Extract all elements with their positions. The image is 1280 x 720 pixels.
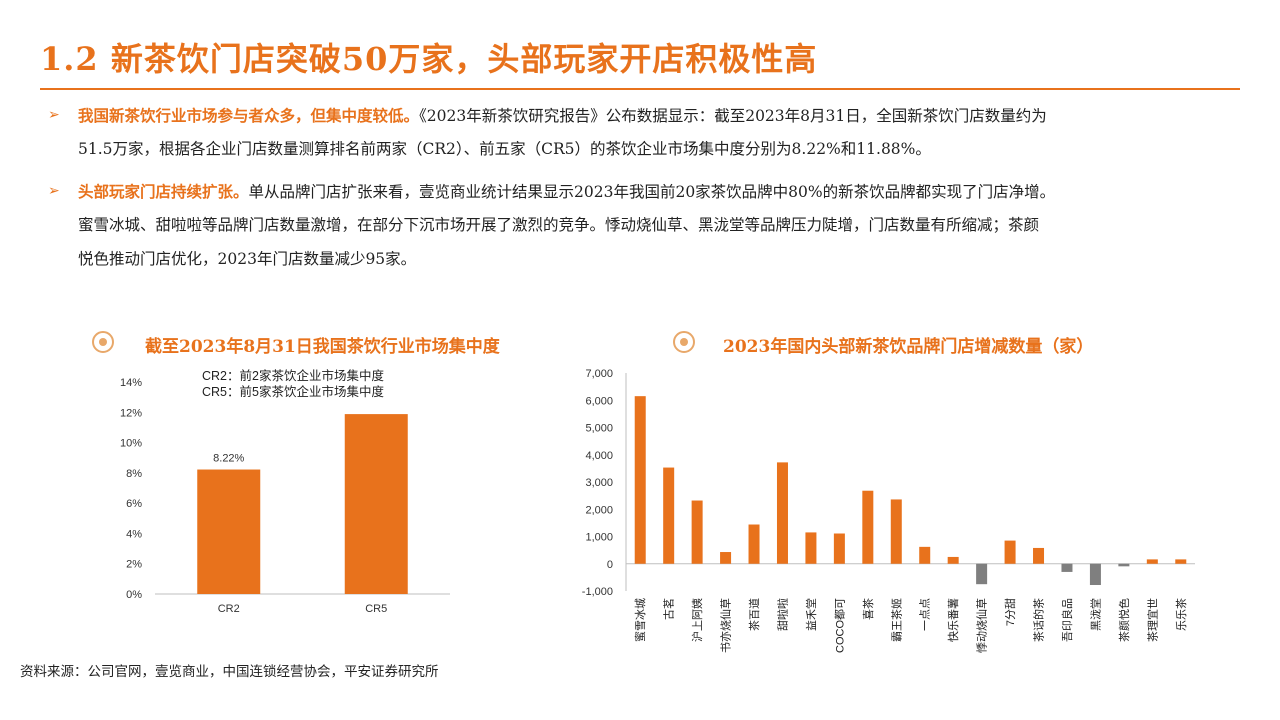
y-tick-label: 14% — [120, 377, 142, 389]
x-tick-label: 快乐番薯 — [947, 598, 960, 642]
bar-悸动烧仙草 — [976, 563, 988, 585]
bar-黑泷堂 — [1089, 563, 1101, 586]
bar-霸王茶姬 — [890, 499, 902, 564]
legend-text: CR2：前2家茶饮企业市场集中度 — [202, 368, 384, 383]
bar-7分甜 — [1004, 540, 1016, 564]
bar-茶百道 — [748, 524, 760, 564]
x-tick-label: 7分甜 — [1004, 598, 1017, 626]
x-tick-label: 沪上阿姨 — [690, 598, 704, 642]
bar-CR5 — [344, 414, 408, 594]
y-tick-label: 2,000 — [585, 504, 613, 516]
x-tick-label: 茶颜悦色 — [1117, 598, 1131, 642]
bullet-2-line3: 悦色推动门店优化，2023年门店数量减少95家。 — [78, 250, 417, 268]
data-label: 8.22% — [213, 453, 244, 465]
bullet-1-text-1: 《2023年新茶饮研究报告》公布数据显示：截至2023年8月31日，全国新茶饮门… — [419, 107, 1047, 125]
x-tick-label: CR5 — [365, 603, 387, 615]
bar-一点点 — [919, 546, 931, 564]
bar-茶话的茶 — [1033, 547, 1045, 564]
y-tick-label: 4% — [126, 528, 142, 540]
x-tick-label: 喜茶 — [862, 598, 875, 620]
x-tick-label: 霸王茶姬 — [890, 598, 903, 642]
y-tick-label: 5,000 — [585, 423, 613, 435]
source-note: 资料来源：公司官网，壹览商业，中国连锁经营协会，平安证券研究所 — [20, 664, 439, 680]
concentration-chart: 0% 2% 4% 6% 8% 10% 12% 14% CR2 8.22% CR5 CR2：前2家茶饮企… — [120, 368, 450, 615]
bullet-2-bold: 头部玩家门店持续扩张。 — [78, 182, 249, 201]
bar-快乐番薯 — [947, 556, 959, 564]
y-tick-label: 6,000 — [585, 395, 613, 407]
bullet-2-line2: 蜜雪冰城、甜啦啦等品牌门店数量激增，在部分下沉市场开展了激烈的竞争。悸动烧仙草、… — [78, 216, 1040, 234]
y-tick-label: 10% — [120, 438, 142, 450]
y-tick-label: 0 — [607, 559, 613, 571]
bullet-1-line1: 我国新茶饮行业市场参与者众多，但集中度较低。《2023年新茶饮研究报告》公布数据… — [78, 100, 1242, 132]
arrow-bullet-icon: ➢ — [48, 107, 60, 123]
x-tick-label: 茶理宜世 — [1145, 598, 1159, 642]
bullet-2-text-1: 单从品牌门店扩张来看，壹览商业统计结果显示2023年我国前20家茶饮品牌中80%… — [248, 183, 1056, 201]
bar-甜啦啦 — [776, 462, 788, 564]
bar-乐乐茶 — [1175, 559, 1187, 564]
chart1-title: 截至2023年8月31日我国茶饮行业市场集中度 — [145, 337, 500, 357]
target-circle-icon — [92, 331, 114, 353]
y-tick-label: 8% — [126, 468, 142, 480]
y-tick-label: 1,000 — [585, 532, 613, 544]
bar-COCO都可 — [833, 533, 845, 564]
x-tick-label: CR2 — [218, 603, 240, 615]
bar-益禾堂 — [805, 532, 817, 564]
y-tick-label: 0% — [126, 589, 142, 601]
bar-CR2 — [197, 469, 261, 594]
y-tick-label: 6% — [126, 498, 142, 510]
x-tick-label: 书亦烧仙草 — [719, 598, 733, 653]
y-tick-label: 12% — [120, 407, 142, 419]
bar-喜茶 — [862, 490, 874, 564]
legend-text: CR5：前5家茶饮企业市场集中度 — [202, 384, 384, 399]
x-tick-label: 蜜雪冰城 — [633, 598, 647, 642]
x-tick-label: 一点点 — [919, 598, 932, 631]
x-tick-label: 甜啦啦 — [775, 598, 789, 631]
bullet-1-bold: 我国新茶饮行业市场参与者众多，但集中度较低。 — [78, 106, 420, 125]
bar-茶颜悦色 — [1118, 563, 1130, 567]
y-tick-label: 4,000 — [585, 450, 613, 462]
bar-茶理宜世 — [1146, 559, 1158, 564]
bar-沪上阿姨 — [691, 500, 703, 564]
y-tick-label: 7,000 — [585, 368, 613, 380]
bullet-2-line1: 头部玩家门店持续扩张。单从品牌门店扩张来看，壹览商业统计结果显示2023年我国前… — [78, 176, 1242, 208]
x-tick-label: 茶百道 — [747, 598, 761, 631]
y-tick-label: 3,000 — [585, 477, 613, 489]
x-tick-label: 吾印良品 — [1060, 598, 1074, 642]
x-tick-label: 乐乐茶 — [1175, 598, 1188, 631]
bar-古茗 — [663, 467, 675, 564]
x-tick-label: COCO都可 — [833, 598, 846, 653]
title-rule — [40, 88, 1240, 90]
store-change-chart: -1,000 0 1,000 2,000 3,000 4,000 5,000 6,000 7,0… — [582, 368, 1195, 653]
x-tick-label: 茶话的茶 — [1032, 598, 1046, 642]
bar-蜜雪冰城 — [634, 396, 646, 564]
bar-吾印良品 — [1061, 563, 1073, 572]
y-tick-label: -1,000 — [582, 586, 613, 598]
target-circle-icon — [673, 331, 695, 353]
x-tick-label: 悸动烧仙草 — [976, 598, 989, 653]
arrow-bullet-icon: ➢ — [48, 183, 60, 199]
x-tick-label: 黑泷堂 — [1089, 598, 1102, 631]
page-title: 1.2 新茶饮门店突破50万家，头部玩家开店积极性高 — [40, 40, 818, 78]
chart2-title: 2023年国内头部新茶饮品牌门店增减数量（家） — [723, 337, 1094, 357]
x-tick-label: 益禾堂 — [804, 598, 818, 631]
bar-书亦烧仙草 — [720, 552, 732, 564]
bullet-1-line2: 51.5万家，根据各企业门店数量测算排名前两家（CR2）、前五家（CR5）的茶饮… — [78, 140, 931, 158]
y-tick-label: 2% — [126, 559, 142, 571]
x-tick-label: 古茗 — [663, 598, 676, 620]
